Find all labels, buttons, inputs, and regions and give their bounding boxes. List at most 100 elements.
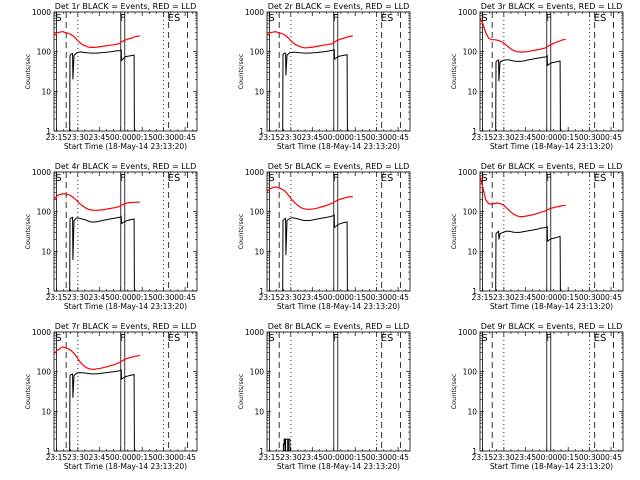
y-tick-label: 1 <box>259 447 264 456</box>
y-tick-label: 100 <box>463 368 478 377</box>
marker-label: S <box>55 13 61 24</box>
y-tick-label: 1000 <box>458 328 477 337</box>
x-tick-label: 00:30 <box>366 453 388 462</box>
y-tick-label: 100 <box>37 48 52 57</box>
x-tick-label: 23:45 <box>88 133 110 142</box>
marker-label: ES <box>168 13 181 24</box>
x-axis-label: Start Time (18-May-14 23:13:20) <box>490 302 613 311</box>
x-tick-label: 23:30 <box>493 453 515 462</box>
series-line-lld <box>266 30 353 49</box>
x-tick-label: 00:30 <box>366 133 388 142</box>
y-tick-label: 1 <box>46 127 51 136</box>
y-tick-label: 1000 <box>458 168 477 177</box>
marker-label: S <box>481 173 487 184</box>
plot-frame <box>53 331 198 452</box>
x-tick-label: 00:45 <box>174 133 196 142</box>
series-line-lld <box>53 346 140 370</box>
x-tick-label: 23:15 <box>472 293 494 302</box>
y-axis-label: Counts/sec <box>450 213 458 249</box>
panel-det-9: Det 9r BLACK = Events, RED = LLD 1 10 100 10… <box>450 322 624 471</box>
x-tick-label: 23:45 <box>301 293 323 302</box>
y-tick-label: 100 <box>463 48 478 57</box>
marker-label: F <box>546 13 552 24</box>
series-line-events <box>495 54 561 132</box>
x-axis-label: Start Time (18-May-14 23:13:20) <box>490 462 613 471</box>
y-axis-label: Counts/sec <box>237 213 245 249</box>
y-tick-label: 1000 <box>245 328 264 337</box>
x-tick-label: 00:30 <box>366 293 388 302</box>
x-tick-label: 00:45 <box>387 133 409 142</box>
y-tick-label: 1000 <box>245 8 264 17</box>
x-tick-label: 23:30 <box>280 133 302 142</box>
x-tick-label: 00:15 <box>344 133 366 142</box>
x-axis-label: Start Time (18-May-14 23:13:20) <box>277 142 400 151</box>
y-tick-label: 10 <box>254 407 264 416</box>
x-tick-label: 23:45 <box>88 293 110 302</box>
panel-det-4: Det 4r BLACK = Events, RED = LLD 1 10 100 10… <box>24 162 198 311</box>
marker-label: S <box>268 13 274 24</box>
panel-title: Det 7r BLACK = Events, RED = LLD <box>55 322 197 331</box>
marker-label: ES <box>381 173 394 184</box>
x-tick-label: 23:15 <box>259 133 281 142</box>
x-tick-label: 00:00 <box>536 293 558 302</box>
y-axis-label: Counts/sec <box>24 373 32 409</box>
series-line-lld <box>266 186 353 210</box>
y-tick-label: 100 <box>250 48 265 57</box>
y-axis-label: Counts/sec <box>237 53 245 89</box>
marker-label: ES <box>594 333 607 344</box>
plot-frame <box>266 11 411 132</box>
x-tick-label: 00:15 <box>131 133 153 142</box>
x-tick-label: 00:30 <box>579 453 601 462</box>
y-tick-label: 10 <box>467 407 477 416</box>
panel-title: Det 4r BLACK = Events, RED = LLD <box>55 162 197 171</box>
marker-label: ES <box>594 13 607 24</box>
panel-title: Det 9r BLACK = Events, RED = LLD <box>481 322 623 331</box>
x-tick-label: 23:45 <box>514 453 536 462</box>
y-tick-label: 100 <box>463 208 478 217</box>
marker-label: S <box>481 333 487 344</box>
x-tick-label: 00:30 <box>579 133 601 142</box>
x-axis-label: Start Time (18-May-14 23:13:20) <box>490 142 613 151</box>
x-tick-label: 00:15 <box>131 293 153 302</box>
y-tick-label: 10 <box>254 247 264 256</box>
x-axis-label: Start Time (18-May-14 23:13:20) <box>64 462 187 471</box>
panel-det-2: Det 2r BLACK = Events, RED = LLD 1 10 100 10… <box>237 2 411 151</box>
x-tick-label: 00:45 <box>387 293 409 302</box>
y-tick-label: 10 <box>41 247 51 256</box>
x-tick-label: 00:45 <box>387 453 409 462</box>
marker-label: F <box>333 13 339 24</box>
x-tick-label: 00:45 <box>174 453 196 462</box>
series-line-events <box>69 215 135 292</box>
panel-det-3: Det 3r BLACK = Events, RED = LLD 1 10 100 10… <box>450 2 624 151</box>
series-line-lld <box>479 17 566 53</box>
x-tick-label: 23:30 <box>67 453 89 462</box>
y-axis-label: Counts/sec <box>450 373 458 409</box>
x-tick-label: 00:30 <box>579 293 601 302</box>
panel-det-1: Det 1r BLACK = Events, RED = LLD 1 10 100 10… <box>24 2 198 151</box>
panel-det-7: Det 7r BLACK = Events, RED = LLD 1 10 100 10… <box>24 322 198 471</box>
series-line-events <box>282 48 348 132</box>
y-tick-label: 10 <box>467 87 477 96</box>
x-tick-label: 00:00 <box>536 453 558 462</box>
plot-frame <box>266 171 411 292</box>
marker-label: S <box>481 13 487 24</box>
marker-label: ES <box>168 333 181 344</box>
x-tick-label: 23:15 <box>46 453 68 462</box>
x-tick-label: 00:00 <box>323 293 345 302</box>
marker-label: F <box>120 13 126 24</box>
series-line-events <box>69 369 135 452</box>
y-tick-label: 1 <box>472 287 477 296</box>
x-tick-label: 00:30 <box>153 293 175 302</box>
x-tick-label: 00:30 <box>153 133 175 142</box>
x-tick-label: 23:45 <box>514 293 536 302</box>
y-tick-label: 1000 <box>458 8 477 17</box>
series-line-events <box>69 49 135 132</box>
x-tick-label: 23:30 <box>493 133 515 142</box>
marker-label: S <box>268 173 274 184</box>
x-tick-label: 00:00 <box>323 133 345 142</box>
y-tick-label: 10 <box>254 87 264 96</box>
x-tick-label: 23:30 <box>280 453 302 462</box>
marker-label: ES <box>381 333 394 344</box>
marker-label: S <box>55 333 61 344</box>
